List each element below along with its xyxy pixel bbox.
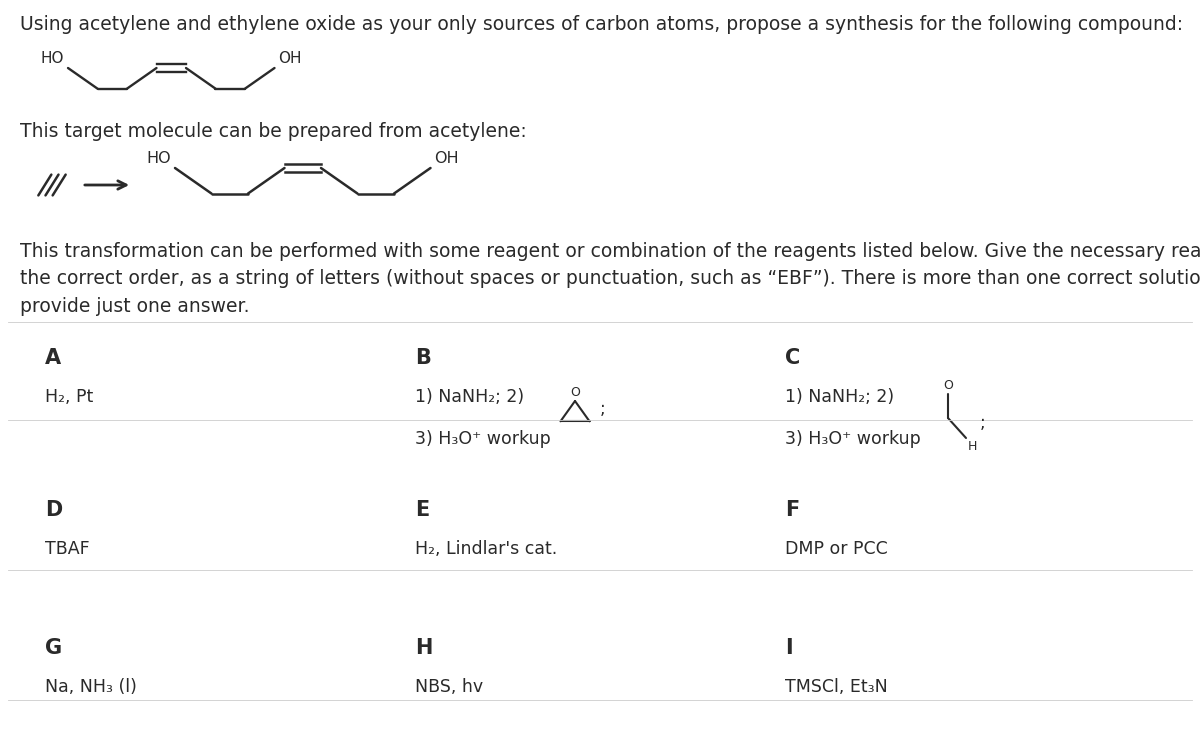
Text: This target molecule can be prepared from acetylene:: This target molecule can be prepared fro… [20, 122, 527, 141]
Text: TMSCl, Et₃N: TMSCl, Et₃N [785, 678, 888, 696]
Text: 1) NaNH₂; 2): 1) NaNH₂; 2) [785, 388, 894, 406]
Text: This transformation can be performed with some reagent or combination of the rea: This transformation can be performed wit… [20, 242, 1200, 315]
Text: C: C [785, 348, 800, 368]
Text: E: E [415, 500, 430, 520]
Text: NBS, hv: NBS, hv [415, 678, 484, 696]
Text: I: I [785, 638, 793, 658]
Text: DMP or PCC: DMP or PCC [785, 540, 888, 558]
Text: ;: ; [980, 414, 985, 432]
Text: F: F [785, 500, 799, 520]
Text: TBAF: TBAF [46, 540, 90, 558]
Text: O: O [570, 386, 580, 399]
Text: HO: HO [41, 51, 64, 66]
Text: H₂, Lindlar's cat.: H₂, Lindlar's cat. [415, 540, 557, 558]
Text: Using acetylene and ethylene oxide as your only sources of carbon atoms, propose: Using acetylene and ethylene oxide as yo… [20, 15, 1183, 34]
Text: G: G [46, 638, 62, 658]
Text: 3) H₃O⁺ workup: 3) H₃O⁺ workup [415, 430, 551, 448]
Text: Na, NH₃ (l): Na, NH₃ (l) [46, 678, 137, 696]
Text: H₂, Pt: H₂, Pt [46, 388, 94, 406]
Text: OH: OH [434, 151, 460, 166]
Text: B: B [415, 348, 431, 368]
Text: O: O [943, 379, 953, 392]
Text: HO: HO [146, 151, 172, 166]
Text: OH: OH [278, 51, 302, 66]
Text: 1) NaNH₂; 2): 1) NaNH₂; 2) [415, 388, 524, 406]
Text: H: H [968, 440, 977, 453]
Text: 3) H₃O⁺ workup: 3) H₃O⁺ workup [785, 430, 920, 448]
Text: H: H [415, 638, 432, 658]
Text: A: A [46, 348, 61, 368]
Text: D: D [46, 500, 62, 520]
Text: ;: ; [600, 400, 605, 418]
